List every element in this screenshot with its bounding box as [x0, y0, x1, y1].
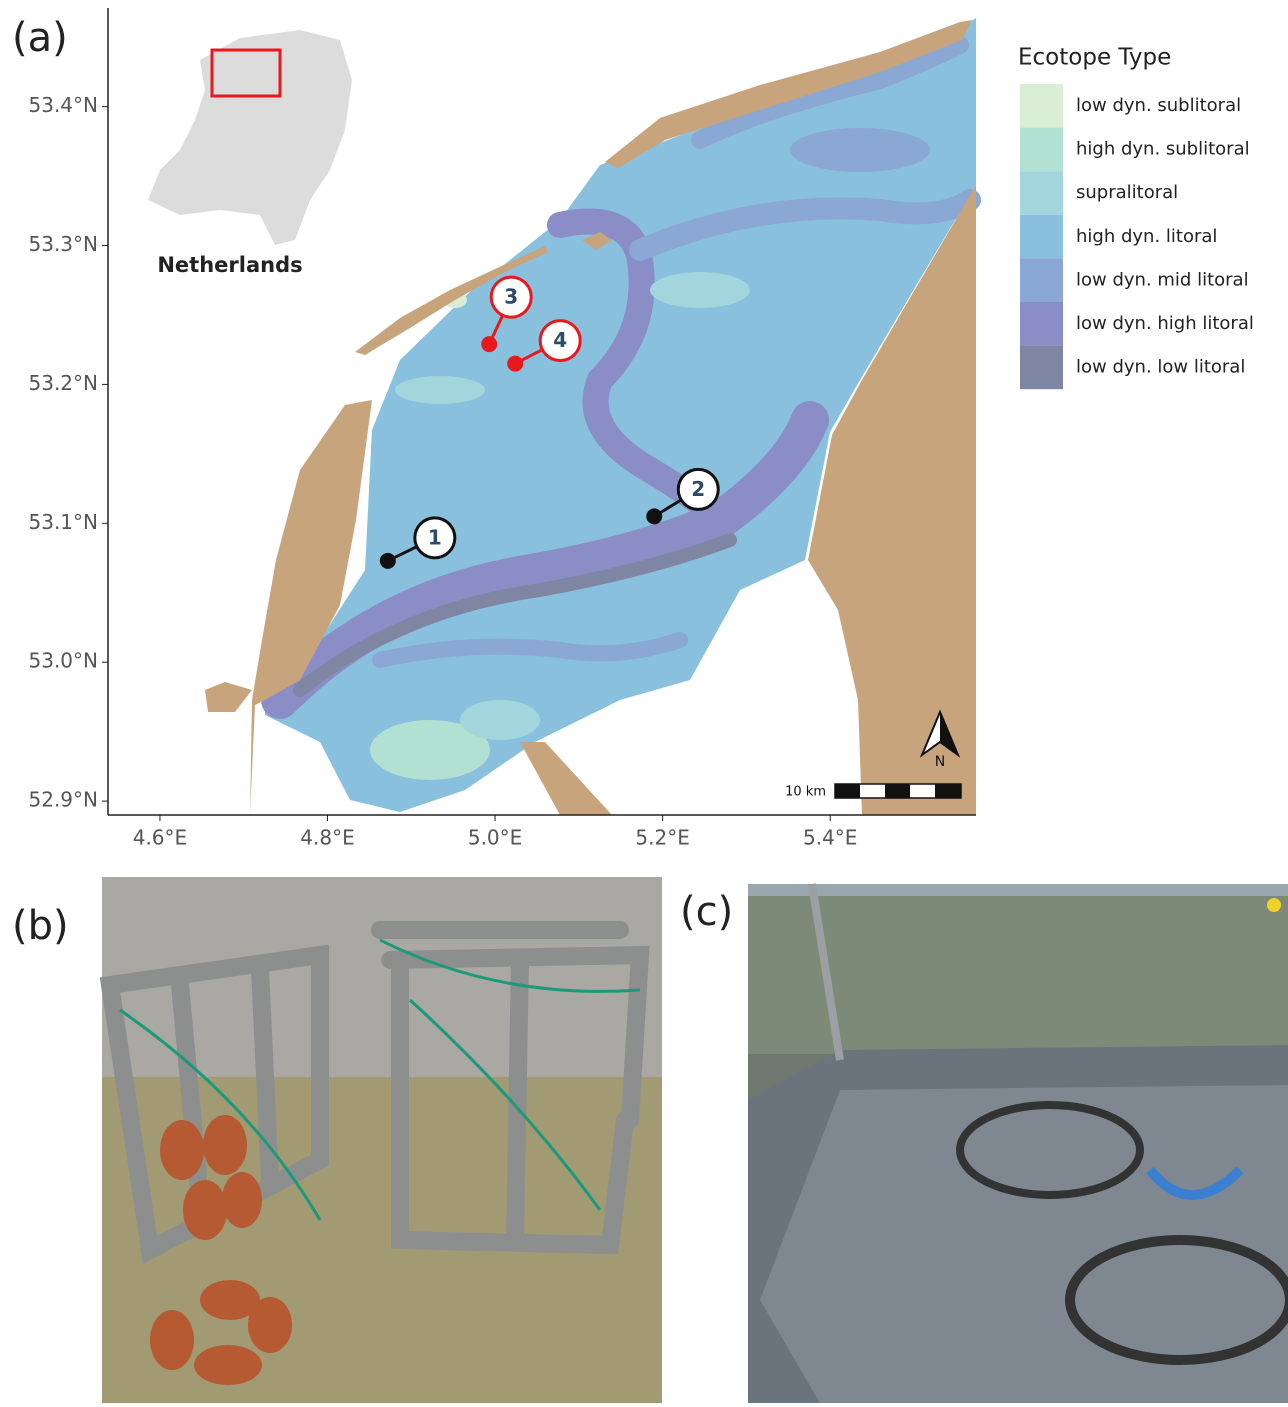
x-tick-label: 5.4°E: [803, 826, 857, 850]
site-label: 2: [691, 477, 705, 501]
panel-label: (a): [12, 15, 68, 61]
site-label: 1: [428, 525, 442, 549]
flat: [395, 376, 485, 404]
flat: [650, 272, 750, 308]
legend-label: low dyn. sublitoral: [1076, 95, 1241, 116]
legend-swatch: [1020, 215, 1063, 259]
site-point: [481, 336, 497, 352]
scale-bar: [835, 784, 860, 798]
y-tick-label: 53.2°N: [29, 371, 99, 395]
legend-label: low dyn. mid litoral: [1076, 269, 1249, 290]
panel-label: (c): [680, 889, 733, 935]
north-label: N: [935, 754, 945, 770]
panel-label: (b): [12, 903, 69, 949]
site-point: [646, 508, 662, 524]
legend-swatch: [1020, 128, 1063, 172]
land: [205, 682, 252, 712]
x-tick-label: 4.8°E: [300, 826, 354, 850]
flat: [790, 128, 930, 172]
legend-label: high dyn. sublitoral: [1076, 139, 1250, 160]
site-point: [380, 553, 396, 569]
x-tick-label: 5.2°E: [635, 826, 689, 850]
legend-label: high dyn. litoral: [1076, 226, 1217, 247]
scale-label: 10 km: [785, 785, 826, 800]
photo: [748, 884, 1288, 1403]
scale-bar: [885, 784, 910, 798]
legend-label: supralitoral: [1076, 182, 1178, 203]
flat: [460, 700, 540, 740]
x-tick-label: 5.0°E: [468, 826, 522, 850]
site-label: 4: [553, 328, 567, 352]
photo: [102, 877, 662, 1403]
legend-label: low dyn. high litoral: [1076, 313, 1254, 334]
legend-title: Ecotope Type: [1018, 45, 1171, 71]
y-tick-label: 52.9°N: [29, 788, 99, 812]
legend-swatch: [1020, 84, 1063, 128]
site-label: 3: [504, 285, 518, 309]
legend-label: low dyn. low litoral: [1076, 357, 1245, 378]
map: Netherlands N 10 km: [108, 8, 976, 815]
legend-swatch: [1020, 302, 1063, 346]
figure: (a) (b) (c) Netherlands: [0, 0, 1288, 1403]
scale-bar: [935, 784, 961, 798]
x-tick-label: 4.6°E: [133, 826, 187, 850]
legend-swatch: [1020, 171, 1063, 215]
legend-swatch: [1020, 258, 1063, 302]
site-point: [507, 356, 523, 372]
y-tick-label: 53.1°N: [29, 510, 99, 534]
inset-label: Netherlands: [157, 253, 302, 277]
land: [520, 742, 612, 815]
legend-swatch: [1020, 346, 1063, 390]
inset-map: [148, 30, 352, 245]
y-tick-label: 53.3°N: [29, 232, 99, 256]
y-tick-label: 53.4°N: [29, 93, 99, 117]
y-tick-label: 53.0°N: [29, 649, 99, 673]
